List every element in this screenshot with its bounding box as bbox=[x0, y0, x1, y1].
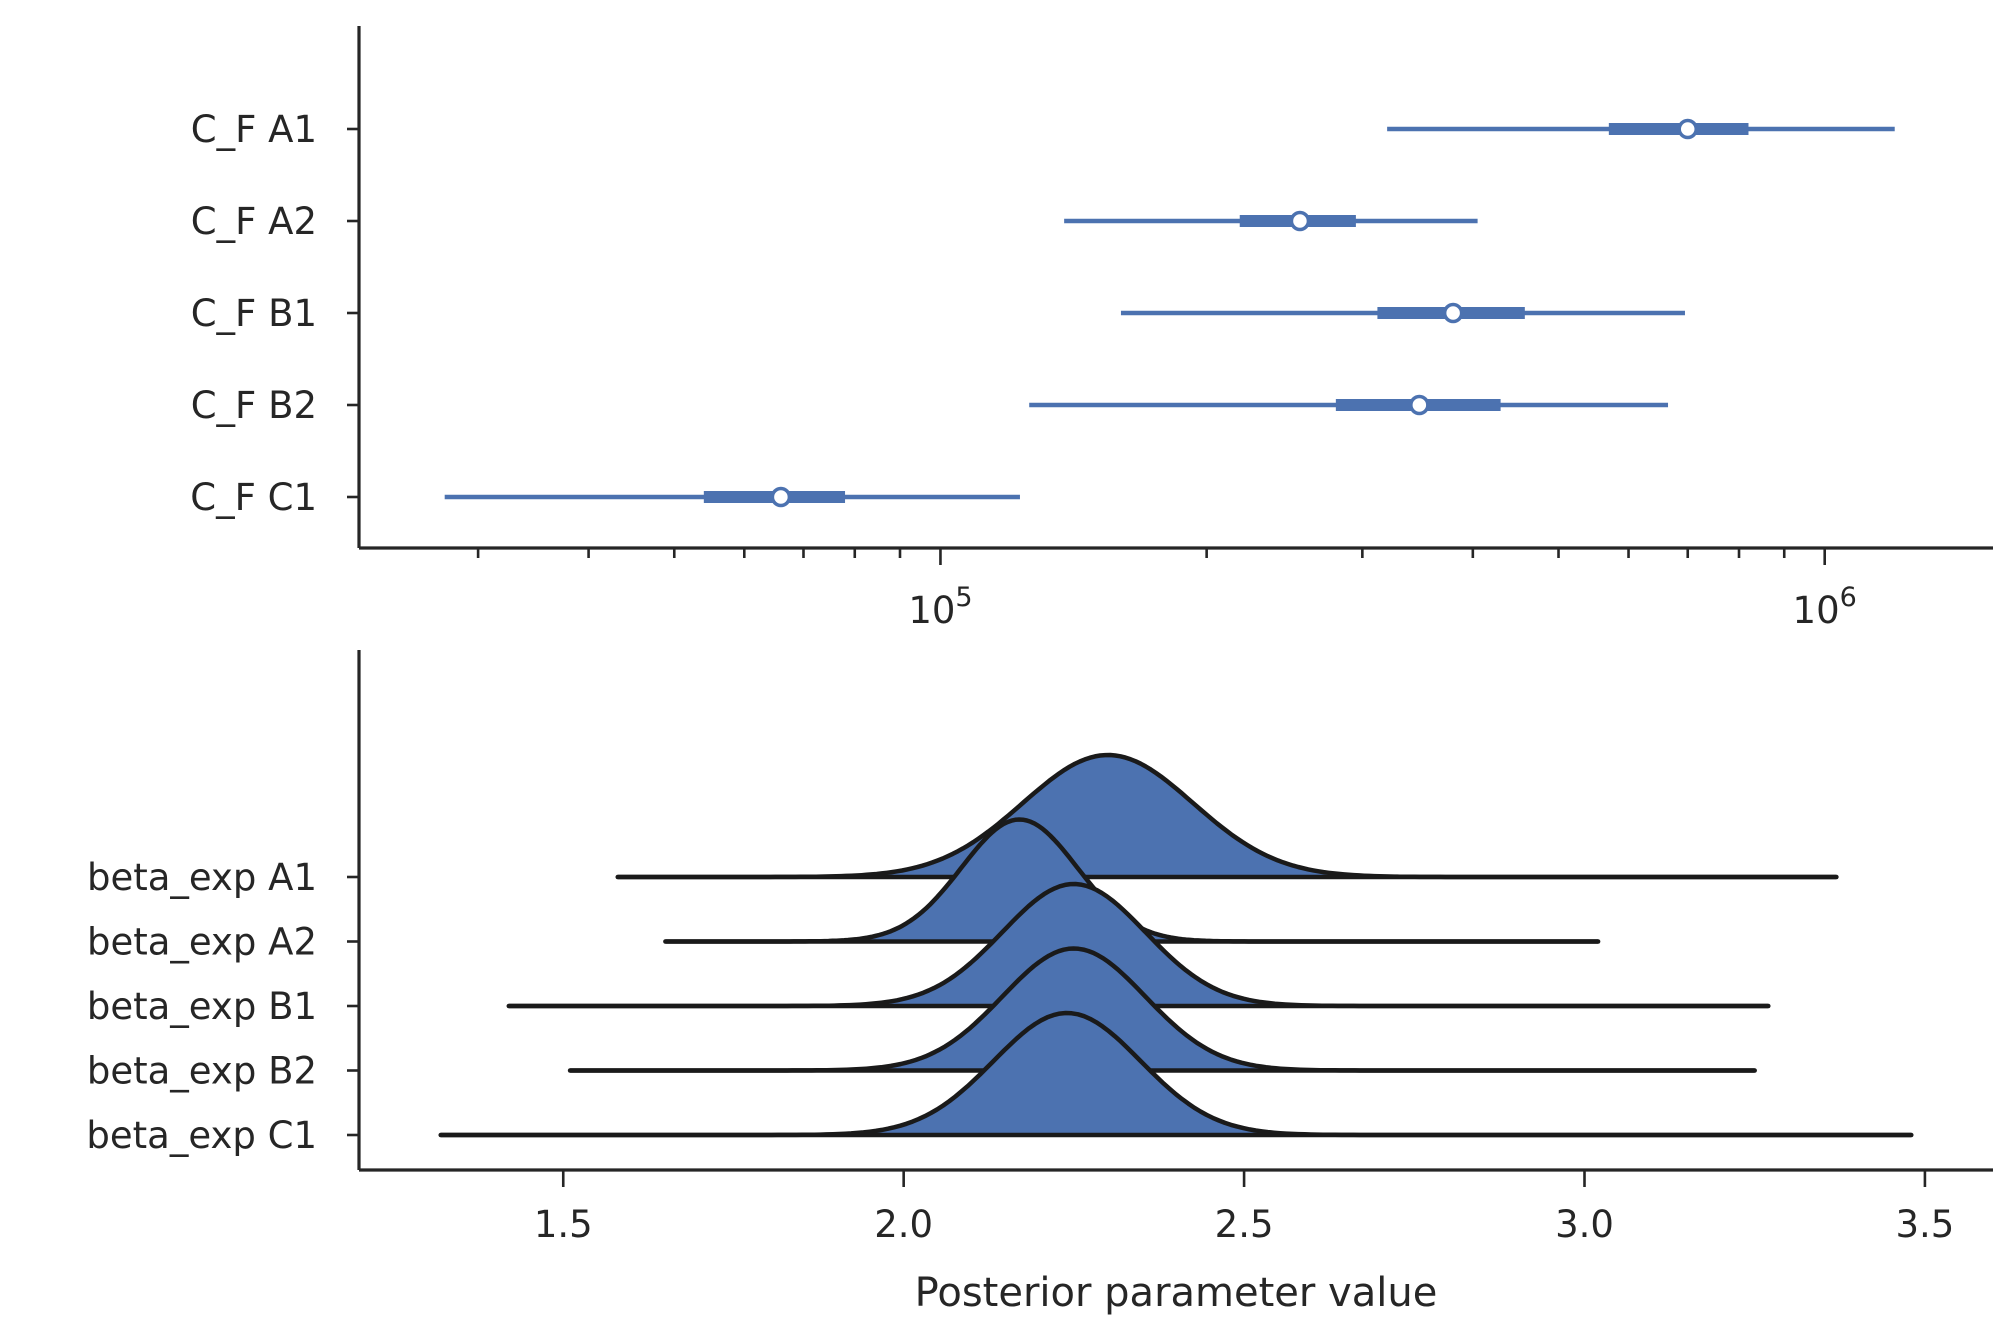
bottom-x-tick-label: 2.0 bbox=[874, 1203, 933, 1246]
bottom-x-tick-label: 1.5 bbox=[534, 1203, 593, 1246]
median-point bbox=[1409, 394, 1430, 416]
density-fill bbox=[617, 755, 1837, 877]
bottom-x-tick-label: 2.5 bbox=[1215, 1203, 1274, 1246]
density-fill bbox=[508, 884, 1769, 1006]
top-y-tick-label: C_F A1 bbox=[191, 108, 317, 151]
bottom-y-tick-label: beta_exp C1 bbox=[86, 1114, 317, 1157]
bottom-y-tick-label: beta_exp B1 bbox=[87, 985, 317, 1028]
ridgeline-plot-panel: 1.5 2.0 2.5 3.0 3.5 Posterior parameter value… bbox=[86, 650, 1993, 1316]
bottom-y-tick-label: beta_exp A1 bbox=[87, 856, 317, 899]
top-x-tick-label: 105 bbox=[908, 582, 972, 632]
bottom-x-tick-label: 3.0 bbox=[1555, 1203, 1614, 1246]
forest-plot-panel: 105 106 C_F A1 C_F A2 C_F B1 C_F B2 C_F C1 bbox=[190, 26, 1993, 632]
top-y-tick-label: C_F B1 bbox=[191, 292, 317, 335]
median-point bbox=[1442, 302, 1464, 324]
bottom-x-axis-title: Posterior parameter value bbox=[915, 1270, 1438, 1316]
density-fill bbox=[440, 1013, 1912, 1135]
top-y-tick-label: C_F C1 bbox=[190, 476, 317, 519]
top-y-tick-label: C_F B2 bbox=[191, 384, 317, 427]
median-point bbox=[770, 486, 792, 508]
bottom-y-tick-label: beta_exp A2 bbox=[87, 921, 317, 964]
median-point bbox=[1677, 118, 1698, 140]
density-fill bbox=[570, 948, 1755, 1071]
top-x-tick-label: 106 bbox=[1793, 582, 1857, 632]
bottom-y-tick-label: beta_exp B2 bbox=[87, 1050, 317, 1093]
median-point bbox=[1289, 210, 1311, 232]
top-y-tick-label: C_F A2 bbox=[191, 200, 317, 243]
bottom-x-tick-label: 3.5 bbox=[1895, 1203, 1954, 1246]
